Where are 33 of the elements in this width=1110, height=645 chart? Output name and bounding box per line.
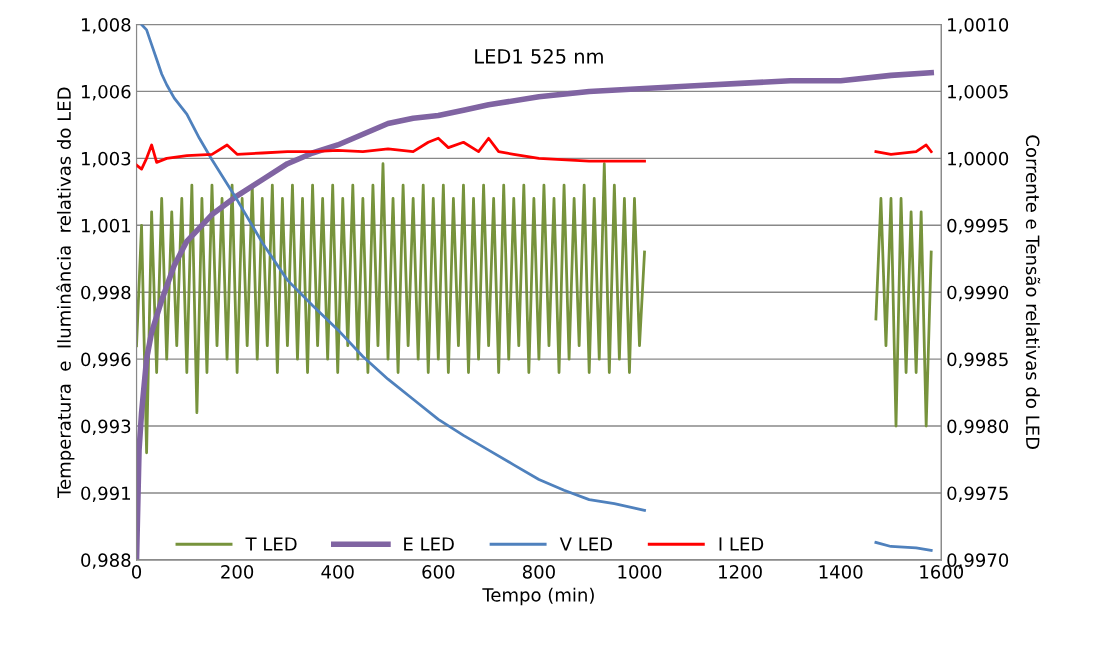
x-axis-title: Tempo (min): [482, 587, 594, 606]
y2-tick-label: 0,9985: [947, 352, 1008, 369]
x-tick-label: 200: [221, 565, 254, 579]
y2-tick-label: 1,0000: [948, 151, 1009, 168]
legend-label: V LED: [559, 537, 613, 551]
y-tick-label: 0,996: [81, 352, 131, 369]
legend-label: E LED: [404, 537, 454, 551]
y-tick-label: 0,998: [81, 285, 131, 302]
y-tick-label: 1,008: [81, 17, 131, 34]
y2-tick-label: 0,9980: [947, 419, 1009, 435]
x-tick-label: 400: [321, 565, 354, 579]
y2-axis-title: Corrente e Tensão relativas do LED: [1025, 135, 1041, 449]
y-tick-label: 1,003: [81, 151, 131, 168]
x-tick-label: 1200: [719, 565, 762, 579]
y2-tick-label: 0,9990: [947, 285, 1009, 302]
legend-label: I LED: [719, 537, 764, 551]
y2-tick-label: 1,0005: [948, 84, 1008, 101]
x-tick-label: 1000: [618, 565, 662, 579]
x-tick-label: 1400: [819, 565, 863, 579]
y-tick-label: 0,988: [81, 553, 131, 569]
y2-tick-label: 1,0010: [948, 17, 1009, 34]
y-tick-label: 1,006: [81, 84, 131, 101]
y2-tick-label: 0,9975: [947, 486, 1008, 502]
y2-tick-label: 0,9995: [947, 218, 1008, 235]
x-tick-label: 600: [422, 565, 455, 579]
annotation: LED1 525 nm: [475, 48, 603, 64]
y-tick-label: 1,001: [81, 218, 130, 235]
x-tick-label: 0: [131, 565, 142, 579]
y-tick-label: 0,993: [81, 419, 131, 435]
x-tick-label: 800: [522, 565, 555, 579]
legend-label: T LED: [245, 537, 297, 551]
y-axis-title: Temperatura e Iluminância relativas do LED: [56, 87, 75, 498]
y-tick-label: 0,991: [81, 486, 130, 502]
